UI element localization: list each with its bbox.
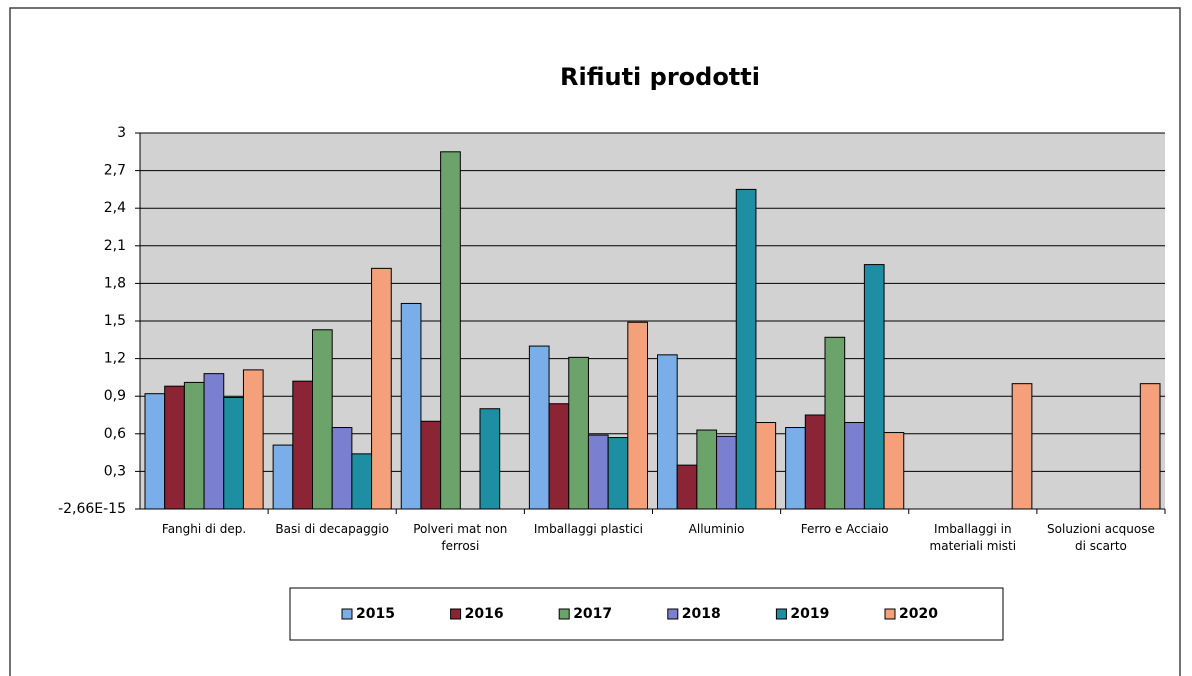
y-tick-label: 2,7 — [104, 163, 126, 179]
x-tick-label: Soluzioni acquose di scarto — [1047, 522, 1155, 553]
bar — [696, 429, 718, 510]
legend-label: 2019 — [790, 606, 829, 622]
bar — [844, 422, 865, 510]
x-tick-label: Polveri mat non ferrosi — [413, 522, 508, 553]
legend-label: 2017 — [573, 606, 612, 622]
legend-swatch — [450, 608, 462, 620]
bar — [785, 427, 806, 510]
x-tick-label: Fanghi di dep. — [161, 522, 247, 536]
bar — [292, 380, 313, 510]
x-tick-label: Ferro e Acciaio — [800, 522, 889, 536]
bar — [824, 336, 846, 510]
y-tick-label: 2,4 — [104, 200, 126, 216]
legend-swatch — [341, 608, 353, 620]
y-tick-label: 1,8 — [104, 275, 126, 291]
bar — [164, 385, 185, 510]
bar — [548, 403, 570, 510]
bar — [657, 354, 678, 510]
x-tick-label: Imballaggi plastici — [533, 522, 643, 536]
bar — [1011, 383, 1033, 510]
legend-label: 2016 — [465, 606, 504, 622]
bar — [735, 188, 757, 510]
bar — [804, 414, 826, 510]
bar — [183, 381, 205, 510]
bar — [312, 329, 333, 510]
legend-label: 2018 — [682, 606, 721, 622]
bar — [528, 345, 550, 510]
bar — [144, 393, 166, 510]
legend-swatch — [884, 608, 896, 620]
y-tick-label: 0,6 — [104, 426, 126, 442]
y-tick-label: 0,3 — [104, 463, 126, 479]
legend-label: 2015 — [356, 606, 395, 622]
legend-swatch — [558, 608, 570, 620]
bar — [272, 444, 294, 510]
bar — [863, 264, 885, 510]
bar — [420, 420, 442, 510]
y-tick-label: 0,9 — [104, 388, 126, 404]
bar — [607, 437, 629, 510]
bar — [568, 356, 589, 510]
legend-swatch — [775, 608, 787, 620]
bar — [371, 267, 392, 510]
bar — [755, 422, 777, 510]
x-tick-label: Basi di decapaggio — [275, 522, 389, 536]
bar — [331, 427, 353, 510]
bar — [242, 369, 264, 510]
bar — [676, 464, 698, 510]
bar — [883, 432, 905, 510]
legend-swatch — [667, 608, 679, 620]
chart-title: Rifiuti prodotti — [560, 63, 760, 91]
bar — [440, 151, 461, 510]
y-tick-label: -2,66E-15 — [58, 501, 126, 517]
bar — [223, 396, 244, 510]
bar — [400, 302, 422, 510]
y-tick-label: 2,1 — [104, 238, 126, 254]
bar — [587, 434, 609, 510]
bar — [1139, 383, 1161, 510]
x-tick-label: Alluminio — [688, 522, 745, 536]
y-tick-label: 1,2 — [104, 351, 126, 367]
x-tick-label: Imballaggi in materiali misti — [929, 522, 1017, 553]
bar — [479, 408, 501, 510]
y-tick-label: 1,5 — [104, 313, 126, 329]
bar — [203, 373, 225, 510]
legend-label: 2020 — [899, 606, 938, 622]
bar — [716, 435, 737, 510]
y-tick-label: 3 — [117, 125, 126, 141]
bar — [627, 321, 648, 510]
bar — [351, 453, 373, 510]
legend — [289, 587, 1004, 641]
